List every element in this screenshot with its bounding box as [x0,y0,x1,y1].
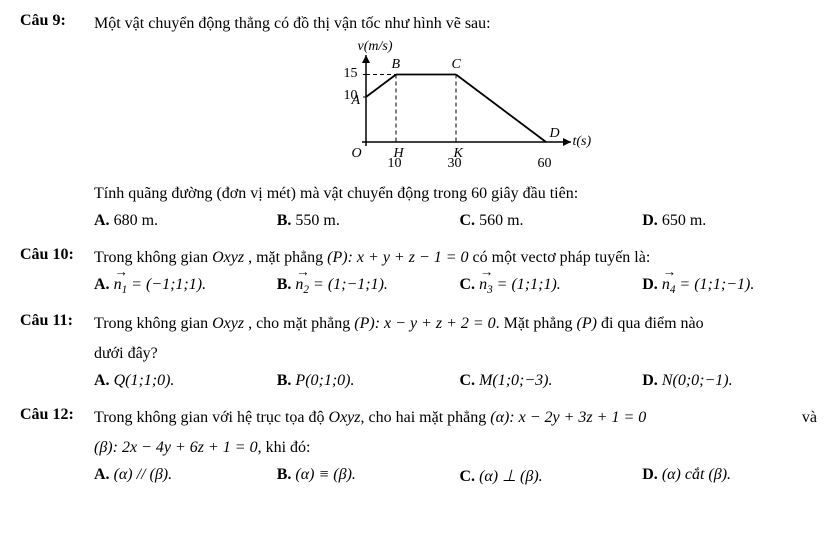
q11-choice-c-text: M(1;0;−3). [479,372,552,389]
velocity-chart: ABCDOHKv(m/s)t(s)1015103060 [326,42,586,172]
question-9: Câu 9: Một vật chuyển động thẳng có đồ t… [20,12,817,238]
q10-oxyz: Oxyz [212,249,244,266]
q9-choice-d-text: 650 m. [662,212,706,229]
question-10-label: Câu 10: [20,246,94,304]
q12-oxyz: Oxyz [329,409,361,426]
q12-mid: , cho hai mặt phẳng [361,409,491,426]
velocity-chart-wrap: ABCDOHKv(m/s)t(s)1015103060 [94,42,817,172]
question-11-text-2: dưới đây? [94,342,817,366]
q9-choice-c-text: 560 m. [479,212,523,229]
question-9-body: Một vật chuyển động thẳng có đồ thị vận … [94,12,817,238]
chart-ytick-15: 15 [344,66,358,82]
q11-oxyz: Oxyz [212,315,244,332]
q11-plane2: (P) [577,315,597,332]
question-11-label: Câu 11: [20,312,94,398]
q11-post2: đi qua điểm nào [597,315,704,332]
q9-choice-b-text: 550 m. [295,212,339,229]
q11-choice-d: D.N(0;0;−1). [642,372,817,390]
question-12-body: Trong không gian với hệ trục tọa độ Oxyz… [94,406,817,494]
q9-choice-d: D.650 m. [642,212,817,230]
q12-choice-d: D.(α) cắt (β). [642,466,817,486]
q11-choice-a-text: Q(1;1;0). [114,372,175,389]
question-10-text: Trong không gian Oxyz , mặt phẳng (P): x… [94,246,817,270]
question-9-label: Câu 9: [20,12,94,238]
q12-choice-b: B.(α) ≡ (β). [277,466,452,486]
q12-choice-a: A.(α) // (β). [94,466,269,486]
question-11-choices: A.Q(1;1;0). B.P(0;1;0). C.M(1;0;−3). D.N… [94,372,817,390]
q12-post: , khi đó: [258,439,311,456]
q10-post: có một vectơ pháp tuyến là: [469,249,651,266]
q12-beta: (β): 2x − 4y + 6z + 1 = 0 [94,439,258,456]
question-9-choices: A.680 m. B.550 m. C.560 m. D.650 m. [94,212,817,230]
question-11: Câu 11: Trong không gian Oxyz , cho mặt … [20,312,817,398]
chart-point-C: C [452,57,461,73]
chart-xtick-60: 60 [538,156,552,172]
q12-choice-b-text: (α) ≡ (β). [295,466,355,483]
chart-point-O: O [352,146,362,162]
q11-choice-b: B.P(0;1;0). [277,372,452,390]
question-9-text: Một vật chuyển động thẳng có đồ thị vận … [94,12,817,36]
question-12: Câu 12: Trong không gian với hệ trục tọa… [20,406,817,494]
q11-post1: . Mặt phẳng [496,315,577,332]
chart-xtick-10: 10 [388,156,402,172]
question-10-body: Trong không gian Oxyz , mặt phẳng (P): x… [94,246,817,304]
q11-mid: , cho mặt phẳng [244,315,354,332]
q12-choice-a-text: (α) // (β). [114,466,173,483]
chart-x-axis-label: t(s) [573,134,592,150]
q9-choice-c: C.560 m. [460,212,635,230]
q11-pre: Trong không gian [94,315,212,332]
q12-choice-c-text: (α) ⊥ (β). [479,468,543,485]
q12-alpha: (α): x − 2y + 3z + 1 = 0 [490,409,646,426]
q9-choice-b: B.550 m. [277,212,452,230]
q10-choice-b: B.n2 = (1;−1;1). [277,276,452,296]
chart-ytick-10: 10 [344,88,358,104]
q10-choice-a: A.n1 = (−1;1;1). [94,276,269,296]
q10-choice-d: D.n4 = (1;1;−1). [642,276,817,296]
question-12-choices: A.(α) // (β). B.(α) ≡ (β). C.(α) ⊥ (β). … [94,466,817,486]
q12-pre: Trong không gian với hệ trục tọa độ [94,409,329,426]
q9-choice-a: A.680 m. [94,212,269,230]
q12-and: và [802,406,817,430]
question-11-body: Trong không gian Oxyz , cho mặt phẳng (P… [94,312,817,398]
question-10: Câu 10: Trong không gian Oxyz , mặt phẳn… [20,246,817,304]
q12-choice-d-text: (α) cắt (β). [662,466,731,483]
q10-mid: , mặt phẳng [244,249,327,266]
question-12-text: Trong không gian với hệ trục tọa độ Oxyz… [94,406,817,430]
q11-choice-d-text: N(0;0;−1). [662,372,733,389]
q9-choice-a-text: 680 m. [114,212,158,229]
chart-xtick-30: 30 [448,156,462,172]
q11-plane: (P): x − y + z + 2 = 0 [354,315,495,332]
q10-pre: Trong không gian [94,249,212,266]
q11-choice-a: A.Q(1;1;0). [94,372,269,390]
q12-choice-c: C.(α) ⊥ (β). [460,466,635,486]
question-9-prompt: Tính quãng đường (đơn vị mét) mà vật chu… [94,182,817,206]
q11-choice-b-text: P(0;1;0). [295,372,354,389]
q10-choice-c: C.n3 = (1;1;1). [460,276,635,296]
question-11-text: Trong không gian Oxyz , cho mặt phẳng (P… [94,312,817,336]
question-12-text-2: (β): 2x − 4y + 6z + 1 = 0, khi đó: [94,436,817,460]
q11-choice-c: C.M(1;0;−3). [460,372,635,390]
question-12-label: Câu 12: [20,406,94,494]
question-10-choices: A.n1 = (−1;1;1). B.n2 = (1;−1;1). C.n3 =… [94,276,817,296]
chart-point-B: B [392,57,401,73]
chart-point-D: D [550,126,560,142]
q10-plane: (P): x + y + z − 1 = 0 [327,249,468,266]
chart-y-axis-label: v(m/s) [358,39,393,55]
